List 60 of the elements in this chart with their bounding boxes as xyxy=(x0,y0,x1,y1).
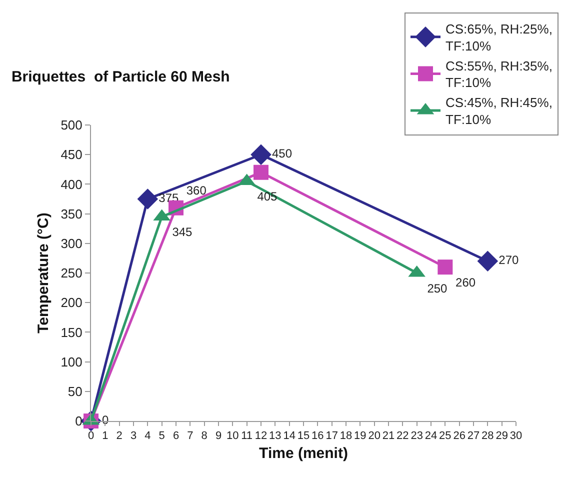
x-tick-label: 13 xyxy=(269,430,282,442)
y-tick-label: 100 xyxy=(60,354,82,370)
x-tick-label: 29 xyxy=(496,430,508,442)
legend-label: CS:55%, RH:35%, TF:10% xyxy=(446,58,552,90)
y-tick-label: 200 xyxy=(60,295,82,310)
y-tick-label: 50 xyxy=(68,384,82,399)
y-tick-label: 400 xyxy=(60,176,82,192)
y-tick-label: 250 xyxy=(60,266,82,281)
x-tick-label: 14 xyxy=(283,430,296,442)
x-tick-label: 21 xyxy=(382,430,395,442)
chart-title: Briquettes of Particle 60 Mesh xyxy=(11,68,230,86)
y-tick-label: 350 xyxy=(60,206,82,222)
data-label: 260 xyxy=(456,275,476,290)
x-tick-label: 23 xyxy=(410,430,423,442)
x-tick-label: 10 xyxy=(226,430,239,442)
x-tick-label: 28 xyxy=(482,430,494,442)
x-tick-label: 7 xyxy=(187,430,194,442)
x-tick-label: 4 xyxy=(144,430,151,442)
data-label: 345 xyxy=(172,225,193,240)
legend-label: CS:45%, RH:45%, TF:10% xyxy=(446,95,552,128)
x-tick-label: 6 xyxy=(172,430,180,442)
x-tick-label: 11 xyxy=(241,430,253,442)
x-tick-label: 22 xyxy=(396,430,409,442)
data-label: 450 xyxy=(272,146,292,161)
point xyxy=(254,164,268,180)
x-tick-label: 8 xyxy=(201,430,208,442)
point xyxy=(137,188,158,210)
point xyxy=(438,260,453,275)
y-tick-label: 150 xyxy=(60,324,82,340)
x-tick-label: 16 xyxy=(312,430,324,442)
x-tick-label: 20 xyxy=(368,430,380,442)
y-tick-label: 300 xyxy=(60,236,82,251)
x-tick-label: 5 xyxy=(158,430,165,442)
x-tick-label: 9 xyxy=(215,430,222,442)
x-tick-label: 24 xyxy=(424,430,438,442)
y-tick-label: 500 xyxy=(60,118,82,133)
data-label: 405 xyxy=(257,190,278,204)
x-tick-label: 12 xyxy=(254,430,268,442)
x-tick-label: 27 xyxy=(467,430,480,442)
x-tick-label: 17 xyxy=(326,430,338,442)
data-label: 270 xyxy=(498,253,520,268)
data-label: 250 xyxy=(427,281,448,296)
x-tick-label: 0 xyxy=(88,430,94,442)
y-axis-title: Temperature (°C) xyxy=(34,212,52,334)
x-tick-label: 30 xyxy=(510,430,522,442)
x-tick-label: 26 xyxy=(453,430,466,442)
x-tick-label: 18 xyxy=(340,430,352,442)
x-tick-label: 25 xyxy=(439,430,452,442)
x-axis-title: Time (menit) xyxy=(259,445,348,462)
legend-label: CS:65%, RH:25%, TF:10% xyxy=(446,22,552,54)
x-tick-label: 1 xyxy=(102,430,108,442)
x-tick-label: 2 xyxy=(116,430,122,442)
data-label: 360 xyxy=(186,184,207,198)
x-tick-label: 19 xyxy=(354,430,366,442)
x-tick-label: 15 xyxy=(297,430,310,442)
point xyxy=(250,144,272,165)
point xyxy=(477,250,498,272)
y-tick-label: 0 xyxy=(75,414,82,429)
y-tick-label: 450 xyxy=(60,147,82,162)
x-tick-label: 3 xyxy=(130,430,137,442)
